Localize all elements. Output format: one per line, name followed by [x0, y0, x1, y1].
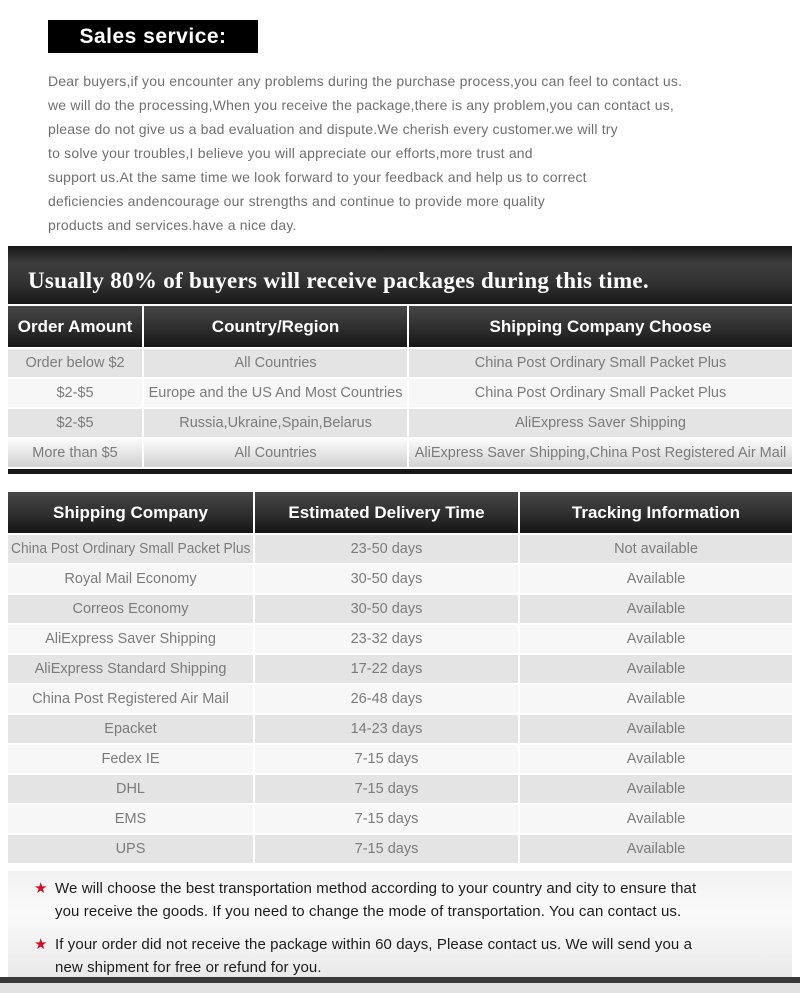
table-row: Royal Mail Economy 30-50 days Available [8, 565, 792, 595]
table-cell: Available [517, 745, 792, 773]
intro-line: to solve your troubles,I believe you wil… [48, 145, 533, 161]
order-shipping-table: Usually 80% of buyers will receive packa… [8, 246, 792, 474]
table-cell: Available [517, 625, 792, 653]
table-row: Correos Economy 30-50 days Available [8, 595, 792, 625]
table-row: $2-$5 Europe and the US And Most Countri… [8, 379, 792, 409]
table-cell: Available [517, 775, 792, 803]
order-table-body: Order below $2 All Countries China Post … [8, 349, 792, 469]
table-row: Order below $2 All Countries China Post … [8, 349, 792, 379]
intro-line: we will do the processing,When you recei… [48, 97, 674, 113]
delivery-table-body: China Post Ordinary Small Packet Plus 23… [8, 535, 792, 865]
table-cell: Epacket [104, 721, 157, 737]
table-row: More than $5 All Countries AliExpress Sa… [8, 439, 792, 469]
table-cell: Royal Mail Economy [64, 571, 197, 587]
table-cell: China Post Ordinary Small Packet Plus [407, 379, 792, 407]
table-cell: Available [517, 655, 792, 683]
note-line: new shipment for free or refund for you. [55, 959, 322, 976]
table-cell: 7-15 days [253, 745, 518, 773]
note-item: ★ We will choose the best transportation… [34, 877, 782, 923]
table-cell: 7-15 days [253, 775, 518, 803]
table-cell: 17-22 days [253, 655, 518, 683]
table-row: Epacket 14-23 days Available [8, 715, 792, 745]
table-row: UPS 7-15 days Available [8, 835, 792, 865]
table-row: $2-$5 Russia,Ukraine,Spain,Belarus AliEx… [8, 409, 792, 439]
table-row: AliExpress Standard Shipping 17-22 days … [8, 655, 792, 685]
note-text: We will choose the best transportation m… [55, 877, 696, 923]
table-cell: China Post Ordinary Small Packet Plus [10, 541, 251, 557]
bottom-divider [0, 977, 800, 983]
table-cell: Available [517, 835, 792, 863]
table-row: Fedex IE 7-15 days Available [8, 745, 792, 775]
header-cell-estimated-delivery-time: Estimated Delivery Time [253, 492, 518, 533]
table-cell: $2-$5 [56, 385, 94, 401]
table-cell: 26-48 days [253, 685, 518, 713]
table-cell: 23-32 days [253, 625, 518, 653]
table-row: AliExpress Saver Shipping 23-32 days Ava… [8, 625, 792, 655]
table-cell: 14-23 days [253, 715, 518, 743]
table-row: DHL 7-15 days Available [8, 775, 792, 805]
note-line: If your order did not receive the packag… [55, 936, 693, 953]
header-cell-shipping-company: Shipping Company [53, 502, 208, 522]
table-cell: 30-50 days [253, 595, 518, 623]
table-row: China Post Ordinary Small Packet Plus 23… [8, 535, 792, 565]
intro-paragraph: Dear buyers,if you encounter any problem… [48, 69, 788, 237]
table-cell: Fedex IE [101, 751, 160, 767]
intro-line: products and services.have a nice day. [48, 217, 297, 233]
table-cell: Order below $2 [25, 355, 125, 371]
table-cell: More than $5 [32, 445, 118, 461]
note-line: you receive the goods. If you need to ch… [55, 903, 682, 920]
page-bottom-strip [0, 983, 800, 993]
table-cell: AliExpress Standard Shipping [34, 661, 227, 677]
table-cell: China Post Ordinary Small Packet Plus [407, 349, 792, 377]
table-cell: All Countries [142, 439, 407, 467]
table-cell: EMS [114, 811, 147, 827]
table-cell: 7-15 days [253, 835, 518, 863]
header-cell-shipping-company-choose: Shipping Company Choose [407, 306, 792, 347]
table-cell: Correos Economy [72, 601, 189, 617]
table-cell: Available [517, 685, 792, 713]
table-cell: All Countries [142, 349, 407, 377]
intro-line: Dear buyers,if you encounter any problem… [48, 73, 683, 89]
delivery-tracking-table: Shipping Company Estimated Delivery Time… [8, 492, 792, 865]
intro-line: support us.At the same time we look forw… [48, 169, 587, 185]
table-cell: 23-50 days [253, 535, 518, 563]
table-bottom-bar [8, 469, 792, 474]
table-banner: Usually 80% of buyers will receive packa… [8, 246, 792, 306]
note-item: ★ If your order did not receive the pack… [34, 933, 782, 979]
star-icon: ★ [34, 936, 48, 953]
banner-text: Usually 80% of buyers will receive packa… [28, 268, 649, 293]
table-cell: Available [517, 565, 792, 593]
table-cell: UPS [115, 841, 146, 857]
table-cell: DHL [115, 781, 145, 797]
header-cell-tracking-information: Tracking Information [517, 492, 792, 533]
table-cell: AliExpress Saver Shipping,China Post Reg… [407, 439, 792, 467]
table-cell: Europe and the US And Most Countries [142, 379, 407, 407]
star-icon: ★ [34, 880, 48, 897]
note-text: If your order did not receive the packag… [55, 933, 692, 979]
table-cell: AliExpress Saver Shipping [407, 409, 792, 437]
table-cell: Available [517, 805, 792, 833]
table-cell: 30-50 days [253, 565, 518, 593]
delivery-table-header-row: Shipping Company Estimated Delivery Time… [8, 492, 792, 535]
table-cell: Russia,Ukraine,Spain,Belarus [142, 409, 407, 437]
table-row: China Post Registered Air Mail 26-48 day… [8, 685, 792, 715]
table-cell: Available [517, 715, 792, 743]
header-cell-order-amount: Order Amount [17, 316, 133, 336]
table-row: EMS 7-15 days Available [8, 805, 792, 835]
notes-section: ★ We will choose the best transportation… [8, 871, 792, 977]
order-table-header-row: Order Amount Country/Region Shipping Com… [8, 306, 792, 349]
header-cell-country-region: Country/Region [142, 306, 407, 347]
note-line: We will choose the best transportation m… [55, 880, 697, 897]
table-cell: Available [517, 595, 792, 623]
table-cell: China Post Registered Air Mail [32, 691, 229, 707]
table-cell: 7-15 days [253, 805, 518, 833]
table-cell: Not available [517, 535, 792, 563]
table-cell: AliExpress Saver Shipping [45, 631, 216, 647]
intro-line: deficiencies andencourage our strengths … [48, 193, 545, 209]
intro-line: please do not give us a bad evaluation a… [48, 121, 618, 137]
table-cell: $2-$5 [56, 415, 94, 431]
sales-service-title: Sales service: [48, 20, 258, 53]
